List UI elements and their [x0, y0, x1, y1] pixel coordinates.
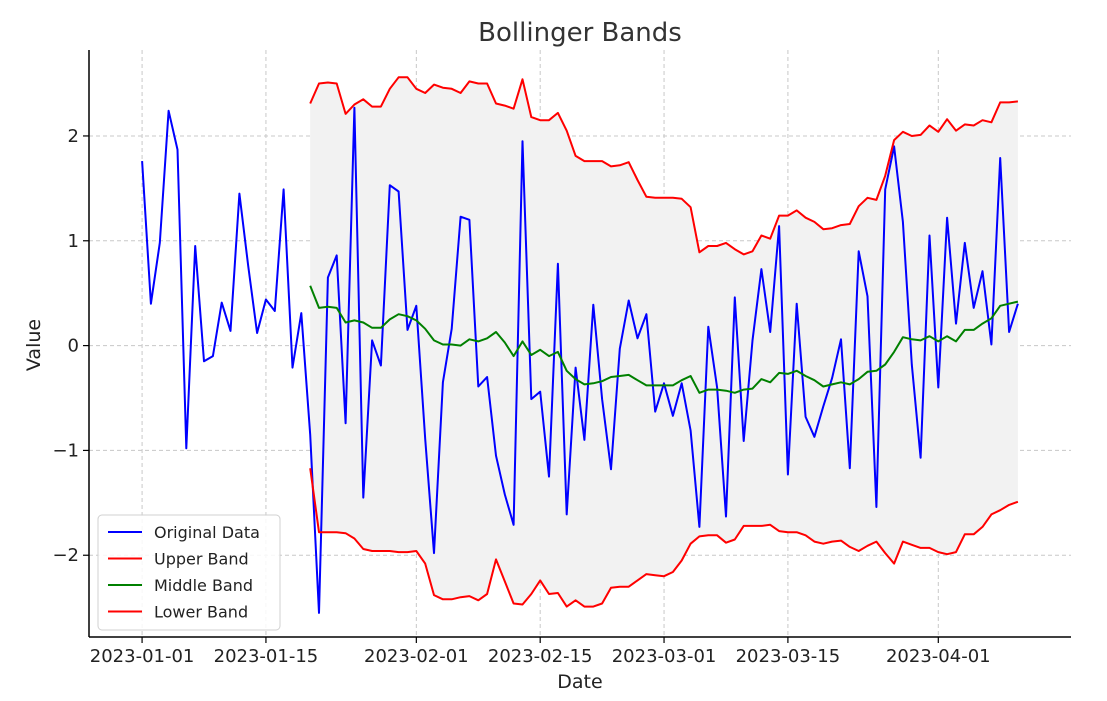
axes: 2023-01-01 2023-01-15 2023-02-01 2023-02-15…	[52, 50, 1071, 667]
y-axis-label: Value	[23, 319, 45, 371]
x-tick-label-5: 2023-03-15	[736, 646, 841, 667]
y-tick-label-4: 2	[68, 126, 79, 147]
x-tick-label-4: 2023-03-01	[612, 646, 717, 667]
band-fill-area	[310, 77, 1018, 607]
x-tick-label-3: 2023-02-15	[488, 646, 593, 667]
y-tick-label-1: −1	[52, 440, 79, 461]
series-line-middle-band	[309, 285, 1019, 394]
y-tick-label-2: 0	[68, 336, 79, 357]
x-tick-label-1: 2023-01-15	[214, 646, 319, 667]
legend-label-original-data: Original Data	[154, 523, 260, 542]
x-tick-label-6: 2023-04-01	[886, 646, 991, 667]
y-tick-label-0: −2	[52, 545, 79, 566]
x-axis-label: Date	[557, 671, 602, 693]
series-line-original-data	[141, 106, 1019, 614]
band-fill	[310, 77, 1018, 607]
series-lines	[141, 76, 1019, 614]
x-tick-label-2: 2023-02-01	[364, 646, 469, 667]
y-tick-label-3: 1	[68, 231, 79, 252]
legend-label-lower-band: Lower Band	[154, 603, 248, 622]
legend-label-upper-band: Upper Band	[154, 550, 249, 569]
legend: Original Data Upper Band Middle Band Lower …	[97, 514, 281, 631]
series-line-upper-band	[309, 76, 1019, 256]
x-tick-label-0: 2023-01-01	[90, 646, 195, 667]
legend-label-middle-band: Middle Band	[154, 576, 253, 595]
series-line-lower-band	[309, 468, 1019, 608]
legend-box	[97, 514, 281, 631]
chart-title: Bollinger Bands	[478, 18, 682, 48]
